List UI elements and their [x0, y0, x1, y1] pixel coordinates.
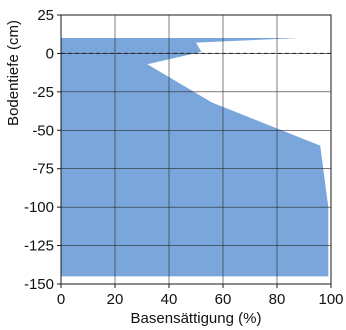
- y-tick-label: -75: [32, 161, 54, 178]
- x-tick-label: 40: [161, 291, 178, 308]
- plot-frame: [60, 14, 332, 285]
- y-axis: 25 0 -25 -50 -75 -100 -125 -150: [24, 7, 61, 293]
- x-tick-label: 100: [318, 291, 343, 308]
- y-tick-label: 25: [37, 7, 54, 24]
- base-saturation-area: [61, 38, 329, 277]
- y-tick-label: -125: [24, 238, 54, 255]
- y-tick-label: 0: [46, 45, 54, 62]
- y-tick-label: -50: [32, 122, 54, 139]
- x-tick-label: 0: [57, 291, 65, 308]
- y-axis-title: Bodentiefe (cm): [5, 20, 22, 126]
- plot-area: [60, 14, 332, 285]
- x-tick-label: 20: [107, 291, 124, 308]
- y-tick-label: -100: [24, 199, 54, 216]
- x-tick-label: 80: [269, 291, 286, 308]
- x-axis-title: Basensättigung (%): [131, 310, 262, 327]
- y-tick-label: -150: [24, 276, 54, 293]
- x-axis: 0 20 40 60 80 100: [57, 284, 344, 308]
- x-tick-label: 60: [215, 291, 232, 308]
- y-tick-label: -25: [32, 84, 54, 101]
